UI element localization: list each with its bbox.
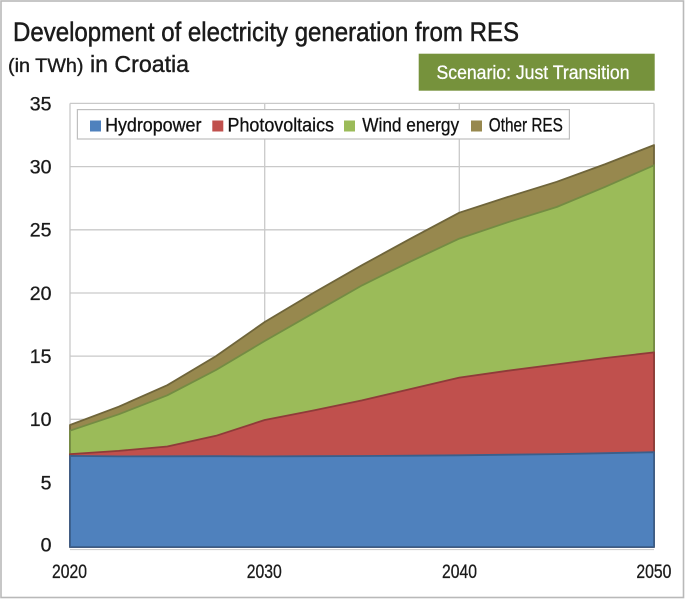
svg-text:Development of electricity gen: Development of electricity generation fr… [13,17,519,47]
svg-text:2050: 2050 [636,562,671,583]
svg-text:20: 20 [30,283,52,305]
svg-text:0: 0 [41,535,52,557]
svg-text:Scenario: Just Transition: Scenario: Just Transition [437,63,630,84]
svg-text:2020: 2020 [52,562,87,583]
svg-text:Wind energy: Wind energy [362,115,459,136]
svg-text:15: 15 [30,346,52,368]
svg-text:2040: 2040 [442,562,477,583]
svg-text:35: 35 [30,93,52,115]
svg-text:Other RES: Other RES [489,115,563,136]
svg-text:5: 5 [41,472,52,494]
svg-text:10: 10 [30,409,52,431]
svg-text:30: 30 [30,157,52,179]
svg-text:2030: 2030 [247,562,282,583]
svg-text:Hydropower: Hydropower [105,115,202,136]
svg-text:(in TWh): (in TWh) [8,55,84,77]
svg-text:in Croatia: in Croatia [90,51,190,77]
svg-text:Photovoltaics: Photovoltaics [228,115,335,136]
svg-text:25: 25 [30,220,52,242]
